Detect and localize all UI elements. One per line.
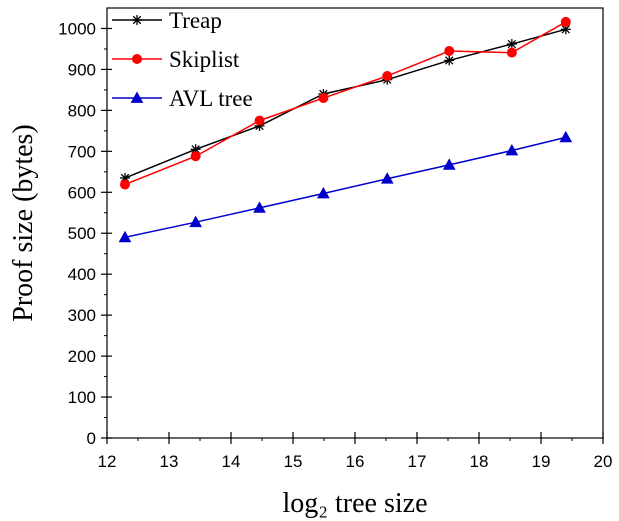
legend-entry: Skiplist: [112, 47, 240, 72]
x-tick-label: 13: [160, 452, 179, 471]
x-tick-label: 15: [284, 452, 303, 471]
data-point: [319, 94, 328, 103]
x-tick-label: 18: [470, 452, 489, 471]
legend-label: AVL tree: [169, 86, 253, 111]
y-tick-label: 900: [68, 60, 96, 79]
y-tick-label: 300: [68, 306, 96, 325]
legend-entry: AVL tree: [112, 86, 253, 111]
legend-swatch-marker: [133, 55, 142, 64]
y-tick-label: 0: [87, 429, 96, 448]
data-point: [120, 180, 129, 189]
x-tick-label: 20: [594, 452, 613, 471]
y-tick-label: 400: [68, 265, 96, 284]
legend-label: Skiplist: [169, 47, 240, 72]
x-tick-label: 17: [408, 452, 427, 471]
series-line: [125, 137, 566, 237]
data-point: [560, 132, 571, 142]
y-tick-label: 700: [68, 142, 96, 161]
plot-frame: [107, 8, 603, 438]
legend: Treap Skiplist AVL tree: [112, 8, 253, 111]
y-tick-label: 600: [68, 183, 96, 202]
x-axis-title: log₂ tree size: [282, 488, 427, 519]
x-tick-label: 19: [532, 452, 551, 471]
x-tick-label: 14: [222, 452, 241, 471]
x-tick-label: 12: [98, 452, 117, 471]
y-tick-label: 800: [68, 101, 96, 120]
series-avl-tree: [119, 132, 571, 242]
legend-swatch-marker: [132, 15, 142, 25]
axes: 12 13 14 15 16 17 18 19 200100200300400500600700…: [58, 8, 612, 471]
data-point: [255, 116, 264, 125]
x-tick-label: 16: [346, 452, 365, 471]
y-axis-title: Proof size (bytes): [8, 124, 39, 322]
data-point: [507, 39, 517, 49]
y-tick-label: 100: [68, 388, 96, 407]
data-point: [191, 152, 200, 161]
data-point: [507, 48, 516, 57]
data-point: [445, 47, 454, 56]
data-point: [383, 71, 392, 80]
y-tick-label: 200: [68, 347, 96, 366]
data-point: [444, 55, 454, 65]
y-tick-label: 500: [68, 224, 96, 243]
legend-entry: Treap: [112, 8, 222, 33]
y-tick-label: 1000: [58, 19, 96, 38]
legend-label: Treap: [169, 8, 222, 33]
data-point: [561, 17, 570, 26]
